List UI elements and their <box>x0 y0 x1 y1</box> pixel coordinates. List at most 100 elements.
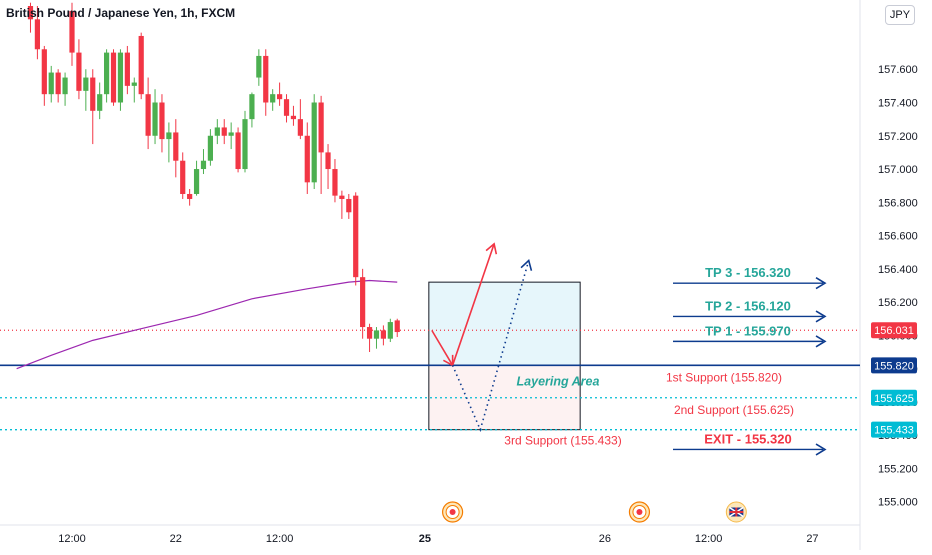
price-label: 155.625 <box>874 393 914 405</box>
candle-body <box>221 127 227 136</box>
candle-body <box>69 11 75 53</box>
annotation-label: TP 1 - 155.970 <box>705 323 791 338</box>
candle-body <box>318 102 324 153</box>
time-tick-label: 25 <box>419 533 431 545</box>
time-tick-label: 22 <box>170 533 182 545</box>
price-tick-label: 156.600 <box>878 231 918 243</box>
annotation-label: TP 2 - 156.120 <box>705 298 791 313</box>
candle-body <box>138 35 144 95</box>
currency-badge[interactable]: JPY <box>885 5 915 25</box>
zone-outline <box>428 281 581 431</box>
price-label-box <box>871 357 917 374</box>
candle-body <box>173 132 179 161</box>
candle-body <box>360 277 366 328</box>
candle-body <box>55 72 61 95</box>
event-marker-icon <box>636 509 643 515</box>
candle-body <box>76 52 82 91</box>
price-label-box <box>871 322 917 339</box>
time-tick-label: 26 <box>599 533 611 545</box>
candle-body <box>180 160 186 194</box>
candle-body <box>290 115 297 120</box>
time-tick-label: 12:00 <box>58 533 86 545</box>
price-tick-label: 157.600 <box>878 64 918 76</box>
price-label: 155.820 <box>874 360 914 372</box>
candle-body <box>283 99 290 116</box>
arrow-head <box>815 443 827 456</box>
candle-body <box>90 77 96 111</box>
candle-body <box>249 94 255 120</box>
candle-body <box>159 102 165 140</box>
candle-body <box>366 327 373 339</box>
candle-body <box>34 19 40 50</box>
projected-path <box>451 260 530 433</box>
candle-body <box>145 94 151 136</box>
annotation-label: TP 3 - 156.320 <box>705 265 791 280</box>
event-marker-icon <box>449 509 456 515</box>
annotation-label: 1st Support (155.820) <box>666 370 782 384</box>
candle-body <box>311 102 317 183</box>
candle-body <box>110 52 117 103</box>
price-tick-label: 156.800 <box>878 197 918 209</box>
zone-label: Layering Area <box>517 374 600 388</box>
price-tick-label: 157.400 <box>878 97 918 109</box>
candle-body <box>104 52 110 95</box>
candle-body <box>339 195 345 199</box>
annotation-label: EXIT - 155.320 <box>704 431 791 446</box>
candle-body <box>214 127 220 136</box>
candle-body <box>187 193 193 199</box>
candle-body <box>256 55 262 78</box>
moving-average-line <box>16 279 398 370</box>
time-tick-label: 12:00 <box>695 533 723 545</box>
arrow-head <box>520 259 533 271</box>
price-label: 155.433 <box>874 425 914 437</box>
candle-body <box>270 94 276 103</box>
candle-body <box>152 102 158 136</box>
candle-body <box>304 135 310 183</box>
price-label: 156.031 <box>874 325 914 337</box>
candle-body <box>263 55 269 103</box>
candle-body <box>353 195 359 278</box>
candle-body <box>242 119 248 170</box>
time-tick-label: 12:00 <box>266 533 294 545</box>
candle-body <box>166 132 172 140</box>
candle-body <box>41 49 47 95</box>
price-label-box <box>871 421 917 438</box>
price-tick-label: 155.000 <box>878 497 918 509</box>
price-tick-label: 157.000 <box>878 164 918 176</box>
candle-body <box>228 132 234 136</box>
candle-body <box>297 119 303 136</box>
annotation-label: 3rd Support (155.433) <box>504 434 621 448</box>
candle-body <box>387 322 393 339</box>
candle-body <box>207 135 213 161</box>
chart-title: British Pound / Japanese Yen, 1h, FXCM <box>6 6 236 20</box>
candle-body <box>394 320 400 333</box>
layering-zone <box>428 365 581 430</box>
candle-body <box>83 77 89 91</box>
arrow-head <box>485 242 498 255</box>
candle-body <box>117 52 124 103</box>
annotation-label: 2nd Support (155.625) <box>674 403 794 417</box>
candle-body <box>325 152 331 170</box>
price-tick-label: 155.200 <box>878 463 918 475</box>
buy-zone <box>428 282 581 366</box>
candle-body <box>193 169 200 194</box>
candle-body <box>380 330 386 339</box>
candle-body <box>277 94 283 100</box>
candle-body <box>27 6 34 20</box>
candle-body <box>131 82 137 86</box>
candle-body <box>124 52 130 86</box>
candle-body <box>346 198 352 213</box>
candle-body <box>332 169 338 196</box>
arrow-head <box>815 335 827 348</box>
candle-body <box>235 132 241 170</box>
candle-body <box>200 160 207 170</box>
candle-body <box>97 94 103 111</box>
price-tick-label: 157.200 <box>878 131 918 143</box>
candle-body <box>373 330 380 339</box>
price-label-box <box>871 389 917 406</box>
candle-body <box>62 77 68 95</box>
time-tick-label: 27 <box>806 533 818 545</box>
arrow-head <box>815 310 827 323</box>
